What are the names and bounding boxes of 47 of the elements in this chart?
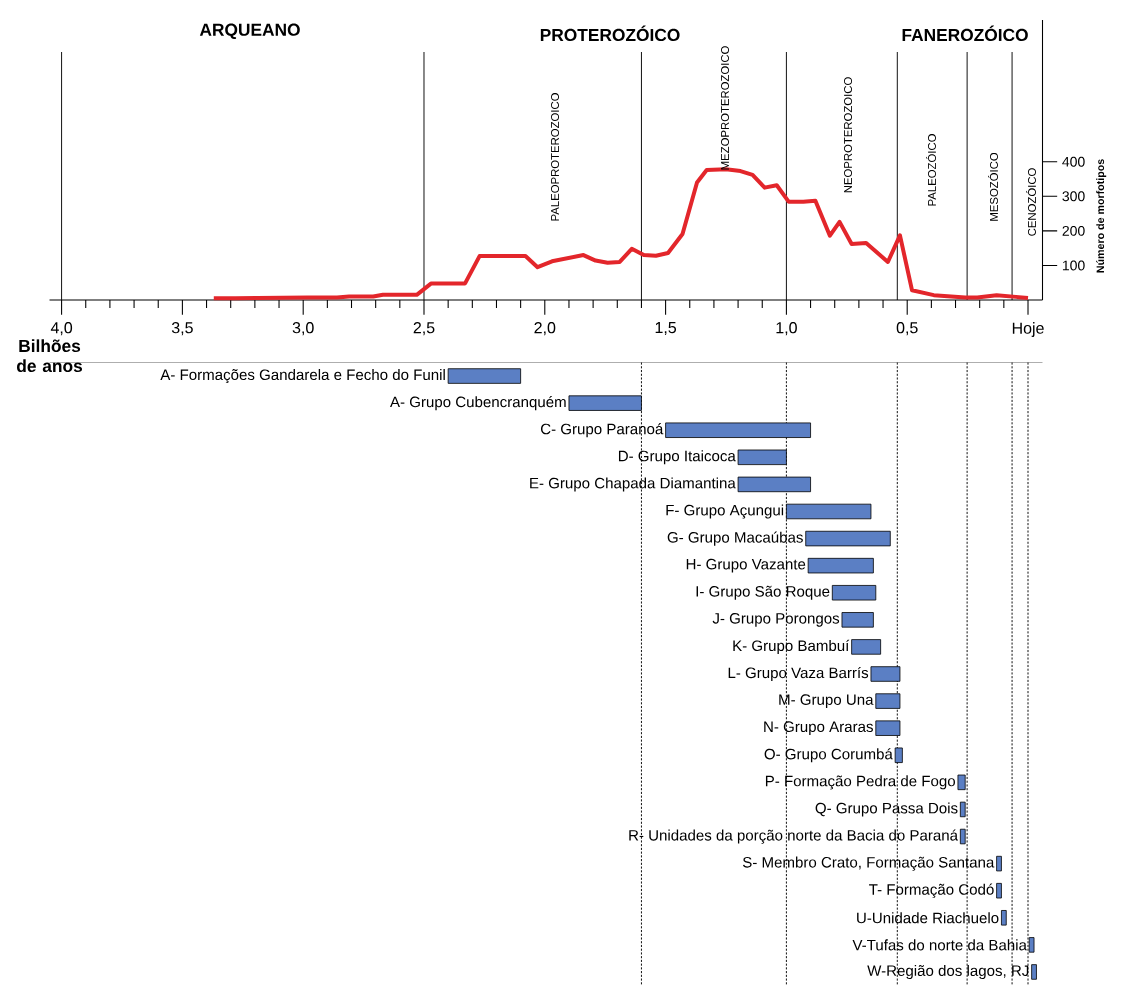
x-tick-label: 2,0 [534, 322, 556, 336]
annotation: FANEROZÓICO [902, 25, 1028, 42]
category-label: N- Grupo Araras [764, 721, 873, 735]
category-label: H- Grupo Vazante [686, 558, 806, 573]
x-tick-label: Hoje [1012, 322, 1044, 337]
annotation: CENOZÓICO [1026, 168, 1036, 236]
y-tick-label: 400 [1062, 156, 1085, 167]
category-label: A- Formações Gandarela e Fecho do Funil [160, 368, 445, 384]
category-label: V-Tufas do norte da Bahia [852, 939, 1027, 951]
annotation: MEZOPROTEROZOICO [721, 46, 730, 170]
category-label: P- Formação Pedra de Fogo [765, 775, 956, 790]
x-tick-label: 2,5 [413, 322, 435, 336]
annotation: MESOZÓICO [988, 152, 998, 221]
category-label: U-Unidade Riachuelo [857, 912, 999, 924]
category-label: F- Grupo Açungui [666, 504, 784, 519]
y-tick-label: 300 [1062, 191, 1085, 202]
x-tick-label: 3,0 [292, 322, 314, 336]
y-axis-title: Número de morfotipos [1096, 159, 1107, 273]
y-tick-label: 100 [1062, 260, 1085, 271]
category-label: S- Membro Crato, Formação Santana [742, 856, 995, 871]
annotation: NEOPROTEROZOICO [844, 77, 853, 193]
category-label: W-Região dos lagos, RJ [867, 964, 1029, 979]
annotation: ARQUEANO [199, 23, 300, 40]
x-tick-label: 1,0 [776, 322, 797, 336]
category-label: G- Grupo Macaúbas [667, 531, 803, 546]
annotation: PROTEROZÓICO [540, 25, 680, 42]
category-label: D- Grupo Itaicoca [618, 450, 736, 465]
category-label: O- Grupo Corumbá [764, 748, 893, 763]
x-tick-label: 1,5 [655, 322, 677, 336]
category-label: K- Grupo Bambuí [733, 639, 850, 655]
y-tick-label: 200 [1062, 225, 1085, 236]
x-axis-title: Bilhões de anos [16, 339, 83, 373]
category-label: J- Grupo Porongos [712, 613, 840, 627]
category-label: T- Formação Codó [869, 883, 994, 898]
category-label: R- Unidades da porção norte da Bacia do Paraná [629, 829, 958, 844]
x-tick-label: 0,5 [896, 322, 918, 336]
category-label: I- Grupo São Roque [696, 585, 830, 600]
category-label: L- Grupo Vaza Barrís [728, 666, 869, 682]
category-label: Q- Grupo Passa Dois [815, 802, 958, 817]
category-label: M- Grupo Una [779, 694, 874, 708]
annotation: PALEOZÓICO [926, 134, 936, 206]
x-tick-label: 4,0 [50, 322, 73, 336]
category-label: E- Grupo Chapada Diamantina [530, 477, 736, 492]
x-tick-label: 3,5 [171, 322, 193, 336]
category-label: A- Grupo Cubencranquém [390, 396, 566, 411]
annotation: PALEOPROTEROZOICO [551, 93, 560, 221]
category-label: C- Grupo Paranoá [541, 423, 664, 438]
